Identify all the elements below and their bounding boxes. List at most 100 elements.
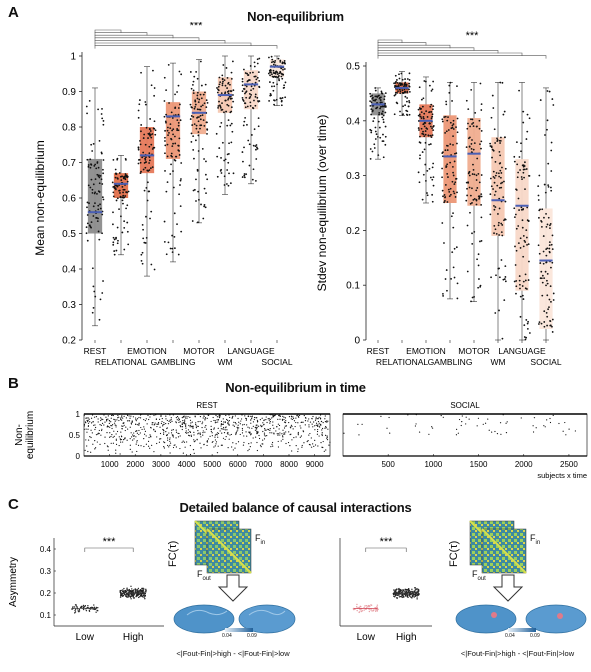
data-point xyxy=(268,69,271,72)
data-point xyxy=(83,606,85,608)
data-point xyxy=(293,420,296,422)
data-point xyxy=(545,225,548,228)
data-point xyxy=(86,112,88,115)
data-point xyxy=(465,423,467,425)
data-point xyxy=(109,432,111,434)
data-point xyxy=(358,606,361,608)
data-point xyxy=(141,428,143,431)
data-point xyxy=(113,422,116,424)
data-point xyxy=(513,216,516,219)
data-point xyxy=(141,262,144,265)
data-point xyxy=(489,213,492,216)
data-point xyxy=(107,418,109,420)
significance-bracket xyxy=(377,50,499,54)
data-point xyxy=(113,187,116,190)
data-point xyxy=(519,169,521,171)
data-point xyxy=(189,419,192,421)
y-tick-label: 1 xyxy=(70,52,76,63)
data-point xyxy=(271,432,273,434)
data-point xyxy=(267,418,269,420)
data-point xyxy=(440,414,442,417)
data-point xyxy=(409,595,411,597)
data-point xyxy=(228,95,231,98)
data-point xyxy=(244,116,247,119)
data-point xyxy=(550,186,552,189)
data-point xyxy=(215,414,217,416)
data-point xyxy=(285,442,287,445)
data-point xyxy=(196,221,199,224)
x-tick-label: 5000 xyxy=(203,460,221,469)
data-point xyxy=(493,177,496,179)
data-point xyxy=(365,604,368,607)
data-point xyxy=(119,192,121,194)
data-point xyxy=(83,425,86,427)
data-point xyxy=(144,101,147,103)
data-point xyxy=(395,80,397,83)
data-point xyxy=(145,187,148,189)
data-point xyxy=(179,184,181,186)
data-point xyxy=(487,418,489,420)
data-point xyxy=(112,223,114,226)
data-point xyxy=(112,442,114,444)
data-point xyxy=(196,94,199,97)
data-point xyxy=(282,68,284,71)
data-point xyxy=(258,79,261,82)
data-point xyxy=(133,432,135,434)
data-point xyxy=(298,416,300,418)
data-point xyxy=(449,81,452,84)
data-point xyxy=(166,181,169,184)
data-point xyxy=(129,417,131,419)
data-point xyxy=(431,200,434,203)
data-point xyxy=(502,414,504,416)
data-point xyxy=(469,194,472,197)
data-point xyxy=(135,595,137,598)
data-point xyxy=(201,423,203,425)
data-point xyxy=(256,426,258,428)
data-point xyxy=(87,428,89,430)
data-point xyxy=(254,93,257,96)
data-point xyxy=(424,133,427,136)
data-point xyxy=(542,235,545,237)
data-point xyxy=(243,120,246,123)
data-point xyxy=(141,251,144,254)
data-point xyxy=(423,135,426,138)
data-point xyxy=(308,424,310,426)
data-point xyxy=(95,416,98,418)
data-point xyxy=(140,413,143,415)
data-point xyxy=(396,92,399,94)
data-point xyxy=(321,432,323,434)
data-point xyxy=(525,138,528,140)
data-point xyxy=(279,418,281,420)
data-point xyxy=(495,172,498,174)
data-point xyxy=(493,194,496,196)
data-point xyxy=(93,604,95,606)
data-point xyxy=(106,445,109,447)
data-point xyxy=(318,426,321,428)
data-point xyxy=(135,420,137,422)
data-point xyxy=(85,417,87,419)
data-point xyxy=(361,423,363,425)
data-point xyxy=(254,426,256,428)
data-point xyxy=(116,430,119,433)
data-point xyxy=(184,417,187,419)
data-point xyxy=(88,202,90,205)
category-label: Low xyxy=(76,632,95,643)
y-tick-label: 0.5 xyxy=(69,431,81,440)
significance-bracket xyxy=(377,55,547,59)
data-point xyxy=(522,255,525,258)
data-point xyxy=(544,191,547,194)
data-point xyxy=(562,430,564,432)
data-point xyxy=(399,92,402,95)
data-point xyxy=(477,195,480,198)
data-point xyxy=(421,151,424,153)
data-point xyxy=(537,244,540,247)
data-point xyxy=(113,250,116,252)
data-point xyxy=(441,120,444,123)
data-point xyxy=(243,174,246,177)
data-point xyxy=(466,127,469,130)
data-point xyxy=(138,159,140,161)
data-point xyxy=(468,418,470,420)
data-point xyxy=(163,220,166,223)
data-point xyxy=(128,595,130,597)
